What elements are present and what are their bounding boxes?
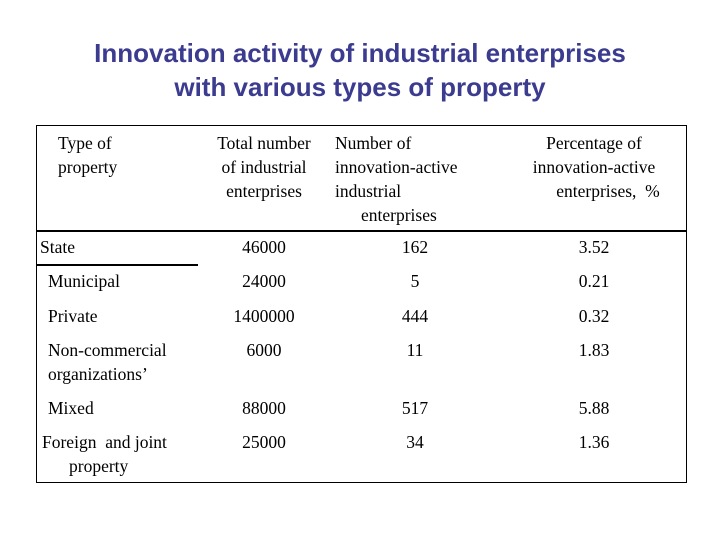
row-label: Private	[48, 306, 98, 326]
row-label: Foreign and joint	[42, 432, 167, 452]
header-cell: of industrial	[221, 157, 307, 177]
data-cell: 3.52	[578, 237, 610, 257]
data-cell: 46000	[242, 237, 286, 257]
header-cell: enterprises, %	[556, 181, 660, 201]
data-cell: 5	[410, 271, 420, 291]
data-cell: 1.83	[578, 340, 610, 360]
header-cell: Type of	[58, 133, 112, 153]
data-cell: 517	[401, 398, 429, 418]
row-label: organizations’	[48, 364, 148, 384]
data-cell: 162	[401, 237, 429, 257]
header-cell: enterprises	[226, 181, 302, 201]
row-rule	[36, 264, 198, 266]
header-cell: Percentage of	[546, 133, 642, 153]
header-cell: Total number	[217, 133, 311, 153]
data-cell: 6000	[246, 340, 282, 360]
row-label: property	[69, 456, 129, 476]
table-border	[36, 125, 687, 483]
data-cell: 25000	[242, 432, 286, 452]
data-cell: 5.88	[578, 398, 610, 418]
data-cell: 1.36	[578, 432, 610, 452]
header-cell: innovation-active	[335, 157, 458, 177]
data-cell: 444	[401, 306, 429, 326]
header-cell: property	[58, 157, 118, 177]
title-line: Innovation activity of industrial enterp…	[94, 38, 626, 68]
data-cell: 34	[406, 432, 424, 452]
header-cell: innovation-active	[532, 157, 656, 177]
data-cell: 88000	[242, 398, 286, 418]
row-label: Mixed	[48, 398, 94, 418]
row-label: Non-commercial	[48, 340, 167, 360]
data-cell: 24000	[242, 271, 286, 291]
title-line: with various types of property	[174, 72, 546, 102]
header-cell: enterprises	[361, 205, 437, 225]
data-cell: 11	[406, 340, 424, 360]
row-label: State	[40, 237, 75, 257]
data-cell: 1400000	[233, 306, 295, 326]
header-rule	[36, 230, 687, 232]
header-cell: industrial	[335, 181, 402, 201]
row-label: Municipal	[48, 271, 120, 291]
data-cell: 0.21	[578, 271, 610, 291]
header-cell: Number of	[335, 133, 412, 153]
data-cell: 0.32	[578, 306, 610, 326]
